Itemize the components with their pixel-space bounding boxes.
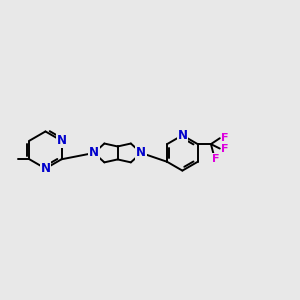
Text: N: N [56,134,67,147]
Text: N: N [136,146,146,159]
Text: N: N [40,162,50,175]
Text: F: F [221,133,229,143]
Text: N: N [89,146,99,159]
Text: F: F [212,154,220,164]
Text: N: N [177,129,188,142]
Text: F: F [221,143,229,154]
